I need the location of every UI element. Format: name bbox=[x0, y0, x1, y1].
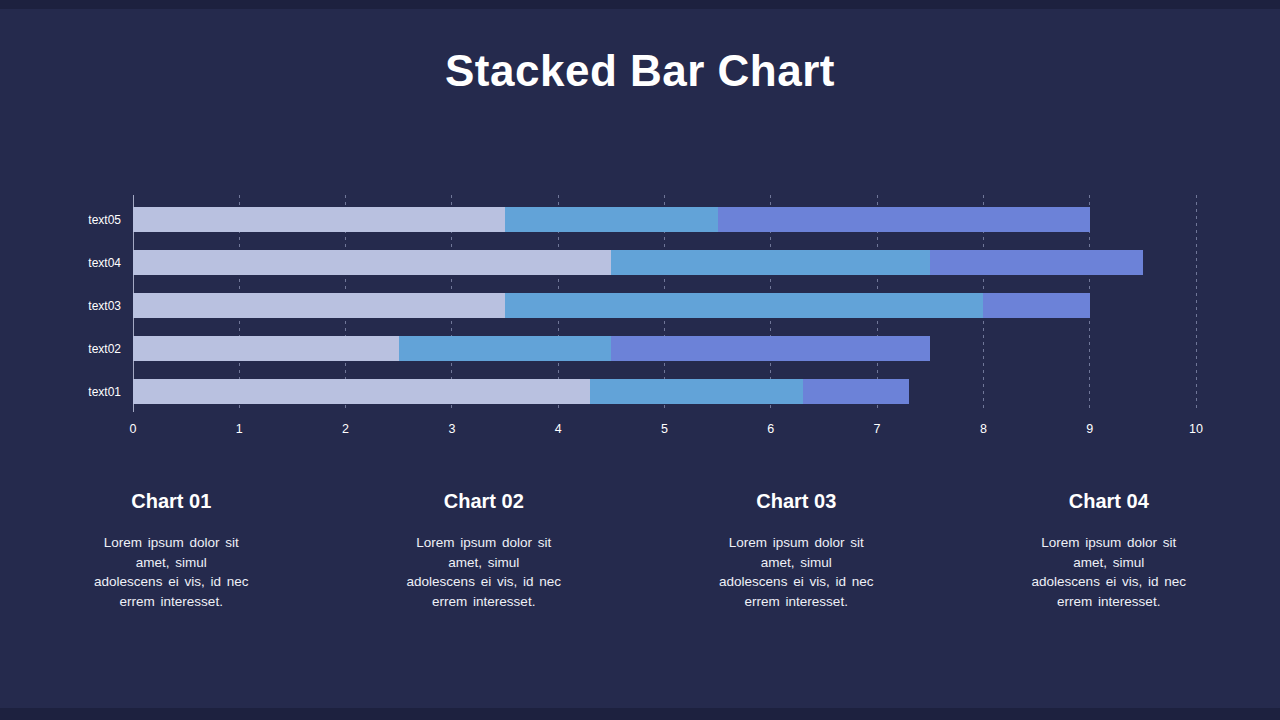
x-tick-label: 5 bbox=[661, 422, 668, 436]
bar-segment-series-2 bbox=[590, 379, 803, 404]
card-body: Lorem ipsum dolor sit amet, simul adoles… bbox=[66, 533, 276, 611]
bar-row bbox=[133, 207, 1196, 232]
bar-segment-series-1 bbox=[133, 250, 611, 275]
caption-card-2: Chart 02 Lorem ipsum dolor sit amet, sim… bbox=[333, 490, 636, 611]
x-tick-label: 3 bbox=[448, 422, 455, 436]
bar-row bbox=[133, 250, 1196, 275]
category-label: text01 bbox=[88, 385, 121, 399]
caption-cards: Chart 01 Lorem ipsum dolor sit amet, sim… bbox=[20, 490, 1260, 611]
x-tick-label: 10 bbox=[1189, 422, 1203, 436]
card-title: Chart 02 bbox=[333, 490, 636, 513]
category-label: text04 bbox=[88, 256, 121, 270]
slide-title: Stacked Bar Chart bbox=[0, 46, 1280, 96]
bar-segment-series-2 bbox=[611, 250, 930, 275]
caption-card-4: Chart 04 Lorem ipsum dolor sit amet, sim… bbox=[958, 490, 1261, 611]
x-tick-label: 6 bbox=[767, 422, 774, 436]
bar-segment-series-1 bbox=[133, 293, 505, 318]
bar-segment-series-3 bbox=[718, 207, 1090, 232]
bar-segment-series-2 bbox=[505, 207, 718, 232]
bar-row bbox=[133, 293, 1196, 318]
bar-segment-series-1 bbox=[133, 336, 399, 361]
x-tick-label: 1 bbox=[236, 422, 243, 436]
bar-segment-series-3 bbox=[983, 293, 1089, 318]
bar-segment-series-2 bbox=[399, 336, 612, 361]
x-tick-label: 9 bbox=[1086, 422, 1093, 436]
caption-card-3: Chart 03 Lorem ipsum dolor sit amet, sim… bbox=[645, 490, 948, 611]
category-label: text03 bbox=[88, 299, 121, 313]
x-tick-label: 2 bbox=[342, 422, 349, 436]
card-title: Chart 03 bbox=[645, 490, 948, 513]
card-body: Lorem ipsum dolor sit amet, simul adoles… bbox=[1004, 533, 1214, 611]
bar-segment-series-3 bbox=[611, 336, 930, 361]
card-title: Chart 01 bbox=[20, 490, 323, 513]
bottom-edge-strip bbox=[0, 708, 1280, 720]
x-tick-label: 8 bbox=[980, 422, 987, 436]
card-body: Lorem ipsum dolor sit amet, simul adoles… bbox=[379, 533, 589, 611]
bar-segment-series-1 bbox=[133, 379, 590, 404]
bar-segment-series-3 bbox=[803, 379, 909, 404]
top-edge-strip bbox=[0, 0, 1280, 9]
category-label: text02 bbox=[88, 342, 121, 356]
bar-segment-series-2 bbox=[505, 293, 983, 318]
stacked-bar-chart: 012345678910text05text04text03text02text… bbox=[133, 195, 1196, 412]
x-tick-label: 0 bbox=[130, 422, 137, 436]
bar-segment-series-3 bbox=[930, 250, 1143, 275]
card-body: Lorem ipsum dolor sit amet, simul adoles… bbox=[691, 533, 901, 611]
caption-card-1: Chart 01 Lorem ipsum dolor sit amet, sim… bbox=[20, 490, 323, 611]
x-tick-label: 4 bbox=[555, 422, 562, 436]
category-label: text05 bbox=[88, 213, 121, 227]
card-title: Chart 04 bbox=[958, 490, 1261, 513]
x-tick-label: 7 bbox=[874, 422, 881, 436]
bar-row bbox=[133, 379, 1196, 404]
bar-row bbox=[133, 336, 1196, 361]
bar-segment-series-1 bbox=[133, 207, 505, 232]
